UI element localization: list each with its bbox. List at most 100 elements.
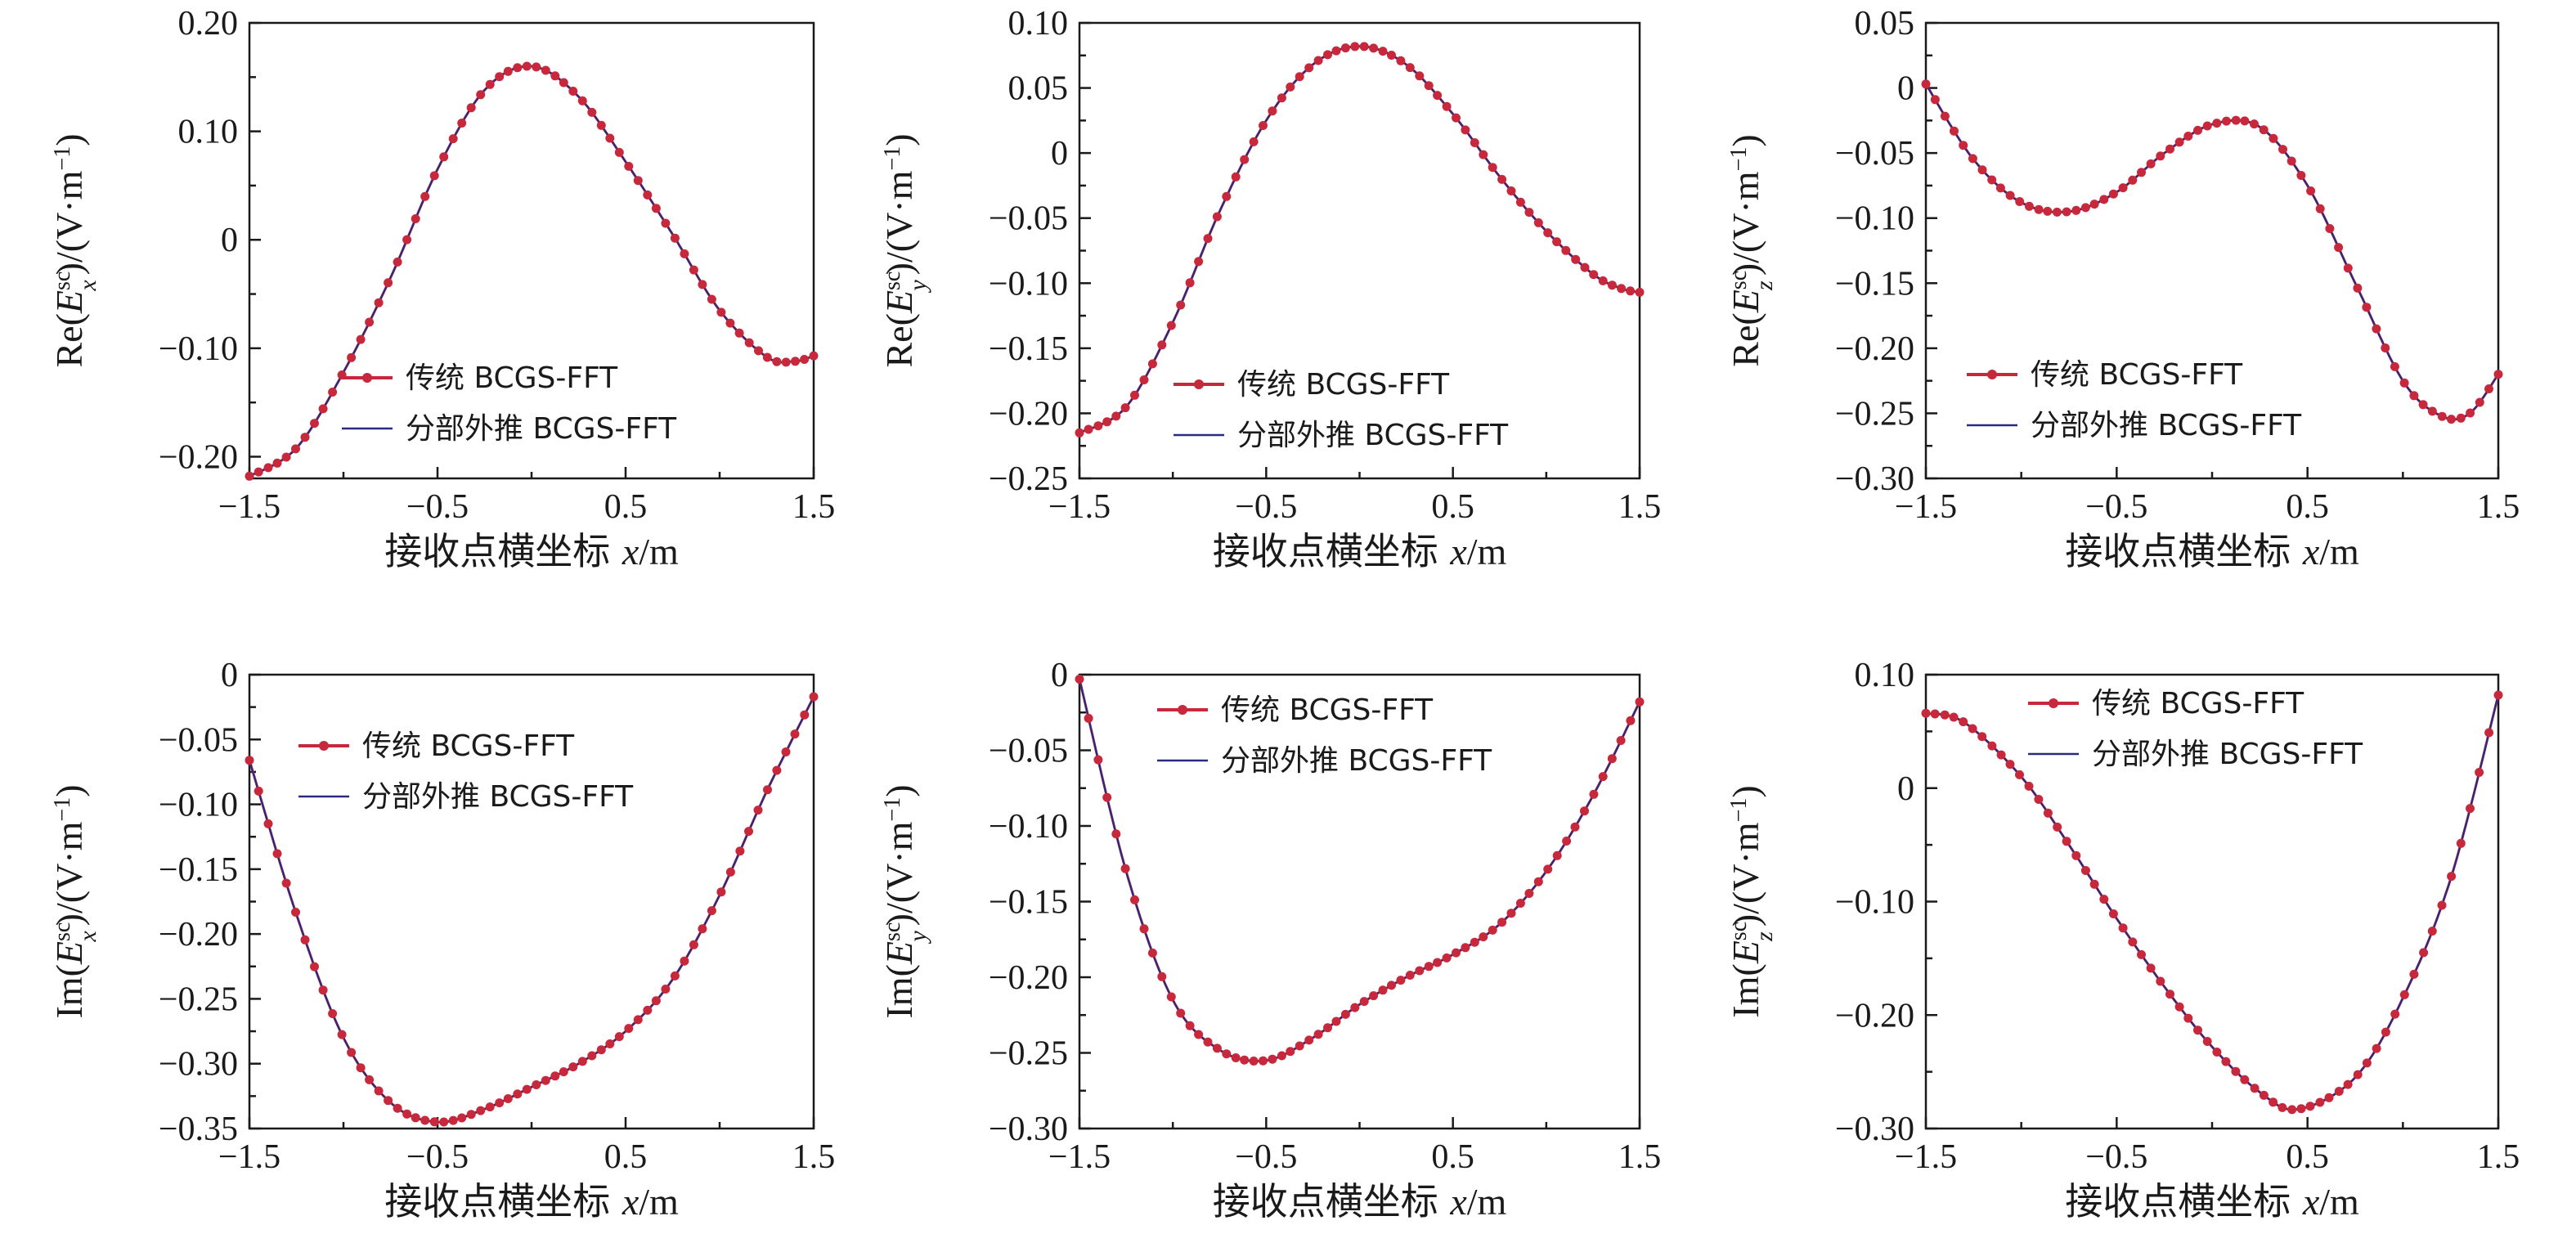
series-traditional-point (513, 1089, 523, 1099)
y-tick-label: −0.15 (989, 330, 1068, 368)
series-traditional-point (300, 433, 310, 442)
series-traditional-point (1488, 163, 1497, 173)
series-traditional-point (2259, 1090, 2269, 1100)
series-traditional-point (448, 1115, 458, 1125)
series-traditional-point (1075, 675, 1084, 684)
series-traditional-point (2427, 927, 2437, 936)
series-traditional-point (790, 729, 800, 739)
y-tick-label: −0.10 (159, 330, 238, 368)
x-tick-label: −1.5 (1895, 1138, 1957, 1176)
series-traditional-point (328, 388, 338, 397)
series-traditional-point (1616, 736, 1626, 745)
series-traditional-point (772, 765, 782, 775)
series-traditional-point (291, 908, 300, 917)
legend: 传统 BCGS-FFT 分部外推 BCGS-FFT (1174, 368, 1509, 452)
series-traditional-point (281, 452, 291, 462)
series-traditional-point (689, 940, 698, 949)
series-traditional-point (2174, 137, 2184, 147)
legend: 传统 BCGS-FFT 分部外推 BCGS-FFT (2028, 687, 2363, 771)
y-tick-label: −0.10 (159, 787, 238, 824)
plot-frame (1078, 673, 1641, 1130)
series-traditional-point (2146, 159, 2156, 168)
series-traditional-point (2193, 125, 2202, 135)
series-traditional-point (1424, 81, 1434, 91)
series-traditional-point (532, 62, 541, 72)
series-traditional-point (1479, 150, 1488, 159)
series-traditional-point (1461, 125, 1470, 135)
series-traditional-point (1580, 806, 1589, 816)
series-traditional-point (2287, 156, 2296, 166)
series-traditional-point (2005, 191, 2015, 200)
series-traditional-point (1461, 943, 1470, 953)
series-traditional-point (624, 161, 634, 171)
series-traditional-point (1561, 245, 1571, 255)
y-tick-label: −0.10 (1835, 884, 1914, 922)
series-traditional-point (2287, 1105, 2297, 1115)
series-traditional-point (1533, 877, 1543, 886)
series-traditional-point (281, 878, 291, 888)
series-traditional-point (374, 298, 384, 307)
series-traditional-point (2156, 976, 2165, 986)
series-traditional-point (1212, 212, 1222, 222)
series-traditional-point (393, 1103, 402, 1113)
y-tick-label: −0.20 (1835, 330, 1914, 368)
series-traditional-point (1442, 101, 1452, 111)
series-traditional-point (1940, 710, 1950, 720)
series-traditional-point (1515, 899, 1525, 908)
series-traditional-point (466, 103, 476, 113)
series-traditional-point (1222, 1049, 1232, 1059)
x-axis-label: 接收点横坐标 x/m (384, 529, 679, 573)
series-traditional-point (2024, 781, 2034, 791)
series-traditional-point (1442, 953, 1452, 963)
series-traditional-point (2222, 116, 2231, 126)
series-traditional-point (577, 96, 587, 105)
series-traditional-point (263, 819, 273, 828)
series-traditional-point (2447, 415, 2456, 424)
legend-traditional-marker (1194, 379, 1204, 389)
series-traditional-point (318, 404, 328, 414)
x-tick-label: 0.5 (604, 488, 648, 526)
series-traditional-point (1231, 1053, 1241, 1062)
series-traditional-point (1313, 56, 1323, 65)
x-tick-label: 0.5 (2286, 1138, 2329, 1176)
x-tick-label: −1.5 (218, 1138, 280, 1176)
series-traditional-point (1084, 713, 1093, 723)
series-traditional-point (272, 849, 282, 859)
series-traditional-point (762, 352, 772, 362)
series-traditional-point (1340, 43, 1350, 53)
series-traditional-point (2137, 949, 2146, 959)
series-traditional-point (1607, 280, 1617, 290)
series-traditional-point (2343, 1079, 2353, 1089)
series-traditional-point (2118, 923, 2128, 933)
series-traditional-point (1268, 1054, 1277, 1064)
series-traditional-point (707, 294, 716, 304)
legend-traditional-marker (2049, 698, 2058, 708)
series-traditional-point (633, 176, 643, 186)
series-traditional-point (439, 1117, 449, 1127)
series-traditional-point (1580, 263, 1590, 272)
series-traditional-point (1350, 42, 1360, 52)
series-traditional-point (1433, 958, 1443, 967)
y-tick-label: 0.10 (1855, 657, 1915, 694)
x-tick-label: 1.5 (2477, 1138, 2520, 1176)
series-traditional-point (1433, 91, 1443, 101)
subplot-6: −1.5 −0.5 0.5 1.5 −0.30 −0.20 −0.10 0 0.10 接收点横坐标… (1725, 657, 2520, 1223)
series-traditional-point (1139, 924, 1149, 934)
series-traditional-point (1479, 932, 1488, 942)
subplot-2: −1.5 −0.5 0.5 1.5 −0.25 −0.20 −0.15 −0.10 −0.05 0… (878, 5, 1661, 573)
series-traditional-point (2212, 1048, 2222, 1057)
series-traditional-point (2099, 895, 2109, 904)
series-traditional-point (1552, 237, 1562, 247)
series-traditional-point (550, 71, 560, 81)
series-traditional-point (2183, 132, 2193, 141)
series-traditional-point (550, 1071, 560, 1081)
series-traditional-point (1415, 71, 1425, 81)
series-traditional-point (1304, 1035, 1314, 1045)
series-traditional-point (800, 710, 810, 720)
series-traditional-point (245, 756, 254, 765)
series-traditional-point (2221, 1057, 2231, 1066)
series-traditional-point (725, 318, 735, 328)
series-traditional-point (310, 962, 319, 972)
series-traditional-point (457, 119, 467, 128)
series-traditional-point (754, 346, 763, 356)
